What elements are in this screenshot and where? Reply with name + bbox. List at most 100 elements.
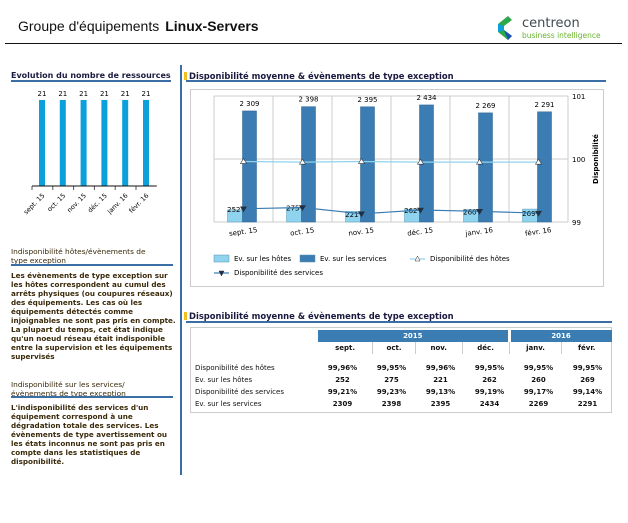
line-marker	[534, 210, 543, 217]
cell-value: 275	[384, 376, 399, 384]
service-events-label: 2 398	[298, 96, 318, 104]
resource-bar	[39, 100, 45, 186]
service-events-bar	[537, 111, 552, 223]
row-label: Ev. sur les hôtes	[195, 376, 253, 384]
x-tick-label: nov. 15	[348, 226, 375, 237]
x-tick-label: sept. 15	[22, 192, 46, 216]
cell-value: 2434	[479, 400, 500, 408]
table-title: Disponibilité moyenne & évènements de ty…	[189, 311, 454, 321]
title-prefix: Groupe d'équipements	[18, 18, 160, 34]
service-events-bar	[242, 110, 257, 223]
cell-value: 99,96%	[425, 364, 456, 372]
cell-value: 99,17%	[523, 388, 554, 396]
line-marker	[239, 157, 248, 164]
line-marker	[357, 157, 366, 164]
legend-label: Ev. sur les hôtes	[234, 255, 292, 263]
line-marker	[534, 158, 543, 165]
host-events-label: 275	[286, 205, 299, 213]
table-header: 2015 2016 sept. oct. nov. déc. janv. févr.	[318, 330, 612, 354]
resources-chart-title: Evolution du nombre de ressources	[11, 71, 171, 80]
x-tick-label: févr. 16	[525, 226, 553, 238]
year-2015: 2015	[318, 330, 511, 342]
row-label: Disponibilité des services	[195, 388, 284, 396]
cell-value: 99,95%	[572, 364, 603, 372]
cell-value: 99,95%	[474, 364, 505, 372]
x-tick-label: sept. 15	[229, 226, 258, 238]
y2-axis-label: Disponibilité	[592, 134, 600, 184]
underline	[186, 321, 612, 323]
svg-text:business intelligence: business intelligence	[522, 31, 601, 40]
service-events-bar	[360, 106, 375, 223]
sec2-title: Indisponibilité sur les services/ évènem…	[11, 380, 126, 398]
host-events-label: 269	[522, 210, 535, 218]
cell-value: 99,21%	[327, 388, 358, 396]
month-header: nov.	[415, 342, 463, 354]
bar-value-label: 21	[79, 90, 88, 98]
section-marker	[184, 312, 187, 320]
svg-text:centreon: centreon	[522, 16, 580, 31]
resources-chart: 21 sept. 15 21 oct. 15 21 nov. 15 21 déc. 15 21 j…	[22, 90, 157, 216]
host-availability-line	[243, 160, 539, 163]
page-title: Groupe d'équipements Linux-Servers	[18, 18, 259, 34]
x-tick-label: oct. 15	[46, 192, 68, 214]
line-marker	[298, 158, 307, 165]
section-marker	[184, 72, 187, 80]
service-events-label: 2 395	[357, 96, 377, 104]
sec2-text: L'indisponibilité des services d'un équi…	[11, 403, 168, 466]
chart-frame	[190, 89, 604, 287]
cell-value: 99,95%	[523, 364, 554, 372]
cell-value: 260	[531, 376, 546, 384]
bar-value-label: 21	[38, 90, 47, 98]
availability-chart-title: Disponibilité moyenne & évènements de ty…	[189, 71, 454, 81]
bar-value-label: 21	[100, 90, 109, 98]
line-marker	[239, 206, 248, 213]
month-header: déc.	[462, 342, 510, 354]
availability-chart: 99 100 101 Disponibilité 2 309 252 sept. 15 2 3…	[213, 93, 600, 277]
table-row: Disponibilité des hôtes 99,96% 99,95% 99,96…	[191, 362, 612, 374]
host-events-label: 221	[345, 211, 358, 219]
table-row: Disponibilité des services 99,21% 99,23% 99…	[191, 386, 612, 398]
line-marker	[298, 205, 307, 212]
host-events-label: 252	[227, 206, 240, 214]
cell-value: 2291	[577, 400, 598, 408]
cell-value: 99,96%	[327, 364, 358, 372]
cell-value: 99,19%	[474, 388, 505, 396]
service-events-bar	[478, 112, 493, 223]
bar-value-label: 21	[142, 90, 151, 98]
legend-swatch	[299, 254, 316, 263]
cell-value: 2269	[528, 400, 549, 408]
cell-value: 99,13%	[425, 388, 456, 396]
x-tick-label: déc. 15	[86, 192, 109, 215]
legend-marker	[414, 255, 421, 262]
data-table: Disponibilité des hôtes 99,96% 99,95% 99,96…	[191, 362, 612, 410]
row-label: Ev. sur les services	[195, 400, 262, 408]
resource-bar	[80, 100, 87, 186]
cell-value: 2395	[430, 400, 451, 408]
resource-bar	[122, 100, 129, 186]
line-marker	[475, 158, 484, 165]
cell-value: 221	[433, 376, 448, 384]
line-marker	[475, 208, 484, 215]
legend-label: Ev. sur les services	[320, 255, 387, 263]
cell-value: 99,14%	[572, 388, 603, 396]
line-marker	[416, 207, 425, 214]
column-divider	[180, 65, 182, 475]
x-tick-label: oct. 15	[290, 226, 315, 237]
x-tick-label: janv. 16	[464, 226, 494, 238]
resource-bar	[143, 100, 149, 186]
group-name: Linux-Servers	[165, 18, 259, 34]
y2-tick-label: 101	[572, 93, 585, 101]
cell-value: 269	[580, 376, 595, 384]
month-header: sept.	[318, 342, 374, 354]
cell-value: 99,95%	[376, 364, 407, 372]
row-label: Disponibilité des hôtes	[195, 364, 275, 372]
legend-marker	[218, 270, 225, 277]
month-header: janv.	[509, 342, 563, 354]
month-header: févr.	[561, 342, 612, 354]
service-availability-line	[243, 206, 539, 215]
table-row: Ev. sur les hôtes 252 275 221 262 260 269	[191, 374, 612, 386]
underline	[11, 396, 173, 398]
service-events-label: 2 309	[239, 100, 259, 108]
sec1-text: Les évènements de type exception sur les…	[11, 271, 176, 361]
table-frame: 2015 2016 sept. oct. nov. déc. janv. févr. Di…	[190, 327, 612, 413]
